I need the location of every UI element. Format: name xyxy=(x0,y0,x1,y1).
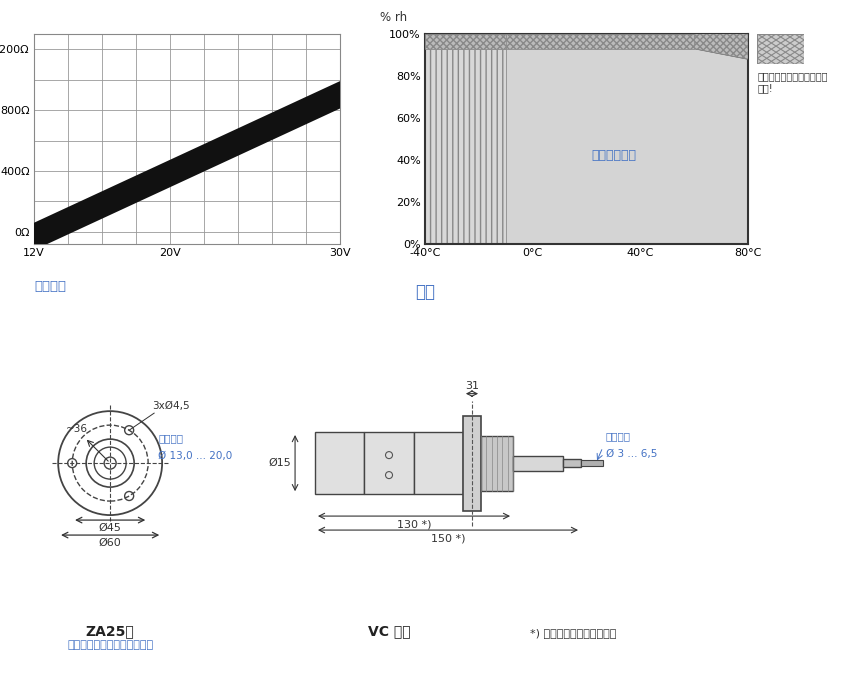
Text: *) 其他尺寸可根据要求提供: *) 其他尺寸可根据要求提供 xyxy=(530,628,616,638)
Text: 夹紧范围: 夹紧范围 xyxy=(606,431,631,441)
Text: 在这些区域操作传感器会损
坏它!: 在这些区域操作传感器会损 坏它! xyxy=(757,71,828,93)
Text: Ø45: Ø45 xyxy=(99,523,122,533)
Polygon shape xyxy=(34,81,340,250)
Text: 夹紧范围: 夹紧范围 xyxy=(158,433,183,443)
Text: Ø60: Ø60 xyxy=(99,538,122,548)
Text: 150 *): 150 *) xyxy=(431,533,465,543)
Bar xyxy=(563,459,581,467)
Bar xyxy=(481,436,513,491)
Polygon shape xyxy=(506,34,694,49)
Polygon shape xyxy=(425,34,506,49)
Polygon shape xyxy=(694,34,748,59)
Text: Ø15: Ø15 xyxy=(269,458,291,468)
Polygon shape xyxy=(425,49,506,244)
Text: 工作电压: 工作电压 xyxy=(34,280,66,294)
Bar xyxy=(365,432,414,494)
Text: ~36: ~36 xyxy=(65,424,88,434)
Text: % rh: % rh xyxy=(380,12,407,24)
Bar xyxy=(315,432,365,494)
Bar xyxy=(513,456,563,471)
Text: 3xØ4,5: 3xØ4,5 xyxy=(152,401,190,411)
Text: Ø 13,0 ... 20,0: Ø 13,0 ... 20,0 xyxy=(158,451,232,461)
Text: 130 *): 130 *) xyxy=(397,519,431,529)
Bar xyxy=(581,460,603,466)
Text: ZA25型: ZA25型 xyxy=(86,624,134,638)
Polygon shape xyxy=(506,49,748,244)
Bar xyxy=(414,432,463,494)
Bar xyxy=(463,416,481,511)
Text: Ø 3 ... 6,5: Ø 3 ... 6,5 xyxy=(606,449,657,459)
Text: 推荐工作范围: 推荐工作范围 xyxy=(591,149,636,162)
Text: 用于管道安装（请单独订购）: 用于管道安装（请单独订购） xyxy=(67,640,153,650)
Text: 尺寸: 尺寸 xyxy=(415,283,435,301)
Text: VC 系列: VC 系列 xyxy=(368,624,411,638)
Text: 31: 31 xyxy=(465,380,479,391)
